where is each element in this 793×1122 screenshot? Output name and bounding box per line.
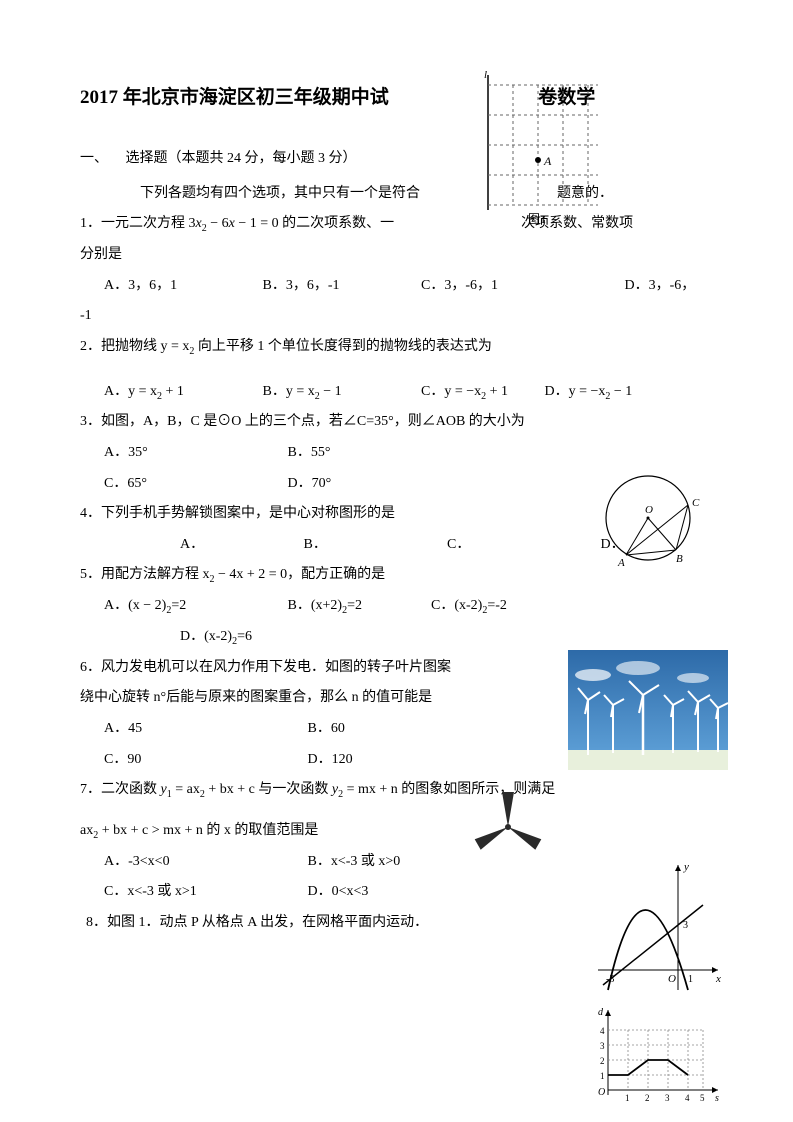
svg-text:s: s [715, 1093, 719, 1104]
q3-a: A．35° [104, 440, 284, 467]
question-3: 3．如图，A，B，C 是⊙O 上的三个点，若∠C=35°，则∠AOB 的大小为 [80, 409, 713, 436]
svg-text:O: O [645, 504, 653, 516]
svg-text:4: 4 [685, 1093, 690, 1103]
q1-cont: 分别是 [80, 242, 713, 269]
svg-text:C: C [692, 497, 700, 509]
q1-d2: -1 [80, 303, 713, 330]
q7-d: D．0<x<3 [308, 879, 369, 906]
q4-c: C． [447, 532, 597, 559]
q6-d: D．120 [308, 747, 353, 774]
q2-b: B．y = x2 − 1 [263, 379, 418, 406]
svg-text:y: y [683, 861, 689, 873]
figure-step-graph: s d O 1 2 3 4 1 2 3 4 5 [593, 1005, 723, 1105]
q6-c: C．90 [104, 747, 304, 774]
svg-text:x: x [715, 973, 721, 985]
q5-options-1: A．(x − 2)2=2 B．(x+2)2=2 C．(x-2)2=-2 [80, 593, 713, 620]
q5-a: A．(x − 2)2=2 [104, 593, 284, 620]
q3-d: D．70° [288, 471, 332, 498]
q4-b: B． [304, 532, 444, 559]
q1-b: B．3，6，-1 [263, 273, 418, 300]
svg-text:1: 1 [625, 1093, 630, 1103]
q6-b: B．60 [308, 716, 345, 743]
q1-options: A．3，6，1 B．3，6，-1 C．3，-6，1 D．3，-6， [80, 273, 713, 300]
q3-b: B．55° [288, 440, 331, 467]
figure-wind-turbines [568, 650, 728, 770]
q5-b: B．(x+2)2=2 [288, 593, 428, 620]
svg-text:1: 1 [600, 1071, 605, 1081]
svg-text:d: d [598, 1007, 604, 1018]
svg-text:3: 3 [683, 920, 688, 931]
figure-circle: O A B C [598, 470, 708, 570]
section-num: 一、 [80, 151, 108, 166]
figure-grid: l A 图1 [478, 70, 603, 225]
section-1: 一、 选择题（本题共 24 分，每小题 3 分） [80, 146, 713, 173]
q1-d: D．3，-6， [625, 273, 696, 300]
svg-text:B: B [676, 553, 683, 565]
svg-text:l: l [484, 70, 487, 81]
q7-a: A．-3<x<0 [104, 849, 304, 876]
q7-c: C．x<-3 或 x>1 [104, 879, 304, 906]
question-7: 7．二次函数 y1 = ax2 + bx + c 与一次函数 y2 = mx +… [80, 777, 713, 804]
svg-text:A: A [617, 557, 625, 569]
q2-options: A．y = x2 + 1 B．y = x2 − 1 C．y = −x2 + 1 … [80, 379, 713, 406]
svg-text:O: O [598, 1087, 605, 1098]
svg-text:5: 5 [700, 1093, 705, 1103]
figure-parabola: x y O -3 1 3 [588, 860, 723, 995]
q2-c: C．y = −x2 + 1 [421, 379, 541, 406]
page-title: 2017 年北京市海淀区初三年级期中试 卷数学 [80, 80, 713, 116]
section-text: 选择题（本题共 24 分，每小题 3 分） [126, 151, 357, 166]
q4-a: A． [180, 532, 300, 559]
q3-options-1: A．35° B．55° [80, 440, 713, 467]
q7-l2: ax2 + bx + c > mx + n 的 x 的取值范围是 [80, 818, 713, 845]
svg-text:O: O [668, 973, 676, 985]
svg-text:A: A [543, 154, 552, 168]
q7-b: B．x<-3 或 x>0 [308, 849, 401, 876]
question-1: 1．一元二次方程 3x2 − 6x − 1 = 0 的二次项系数、一 次项系数、… [80, 211, 713, 238]
q2-a: A．y = x2 + 1 [104, 379, 259, 406]
fig1-label: 图1 [528, 212, 546, 225]
q5-options-2: D．(x-2)2=6 [80, 624, 713, 651]
svg-text:1: 1 [688, 974, 693, 985]
svg-text:3: 3 [665, 1093, 670, 1103]
q5-c: C．(x-2)2=-2 [431, 593, 507, 620]
figure-rotor [463, 785, 553, 865]
svg-text:4: 4 [600, 1026, 605, 1036]
svg-text:-3: -3 [606, 974, 614, 985]
q2-d: D．y = −x2 − 1 [545, 379, 633, 406]
q1-a: A．3，6，1 [104, 273, 259, 300]
q1-c: C．3，-6，1 [421, 273, 621, 300]
section-1-sub: 下列各题均有四个选项，其中只有一个是符合 题意的． [80, 181, 713, 208]
svg-text:3: 3 [600, 1041, 605, 1051]
q3-c: C．65° [104, 471, 284, 498]
question-2: 2．把抛物线 y = x2 向上平移 1 个单位长度得到的抛物线的表达式为 [80, 334, 713, 361]
q6-a: A．45 [104, 716, 304, 743]
title-left: 2017 年北京市海淀区初三年级期中试 [80, 87, 389, 108]
svg-text:2: 2 [645, 1093, 650, 1103]
q5-d: D．(x-2)2=6 [180, 624, 252, 651]
svg-text:2: 2 [600, 1056, 605, 1066]
